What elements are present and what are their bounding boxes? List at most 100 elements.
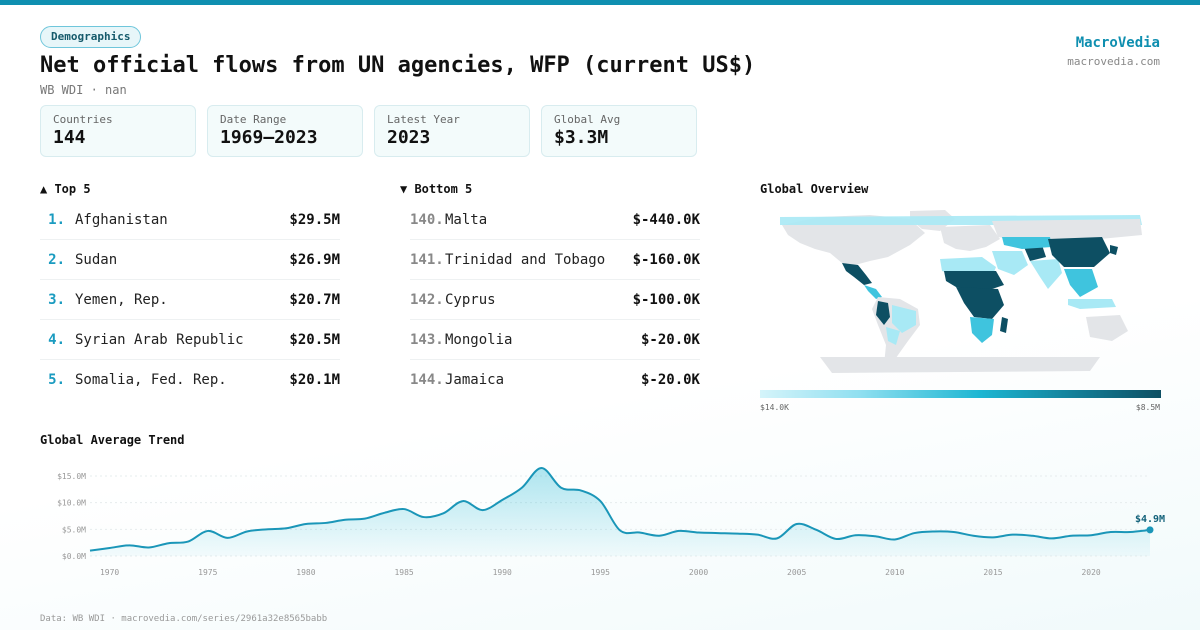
stat-card-date-range: Date Range 1969–2023 [207,105,363,157]
country-name: Malta [445,211,488,228]
map-heading: Global Overview [760,182,869,196]
rank-number: 3. [48,291,65,308]
brand-name[interactable]: MacroVedia [1075,35,1160,51]
map-mexico [842,263,872,285]
map-central-america [864,285,882,299]
top5-row[interactable]: 5. Somalia, Fed. Rep. $20.1M [40,360,340,400]
top5-list: 1. Afghanistan $29.5M 2. Sudan $26.9M 3.… [40,200,340,400]
map-middle-east [992,251,1028,275]
map-antarctica [820,357,1100,373]
top5-heading: ▲ Top 5 [40,182,91,196]
country-value: $20.1M [289,372,340,388]
map-north-america [782,215,925,265]
map-korea [1110,245,1118,255]
bottom5-row[interactable]: 142. Cyprus $-100.0K [410,280,700,320]
trend-area [90,468,1150,556]
rank-number: 142. [410,291,444,308]
y-tick-label: $10.0M [57,499,86,508]
rank-number: 141. [410,251,444,268]
country-name: Cyprus [445,291,496,308]
world-map-svg [780,210,1142,373]
map-southern-africa [970,317,994,343]
x-tick-label: 2005 [787,568,806,577]
trend-chart[interactable]: $0.0M $5.0M $10.0M $15.0M 1970 1975 1980 1985 1… [40,460,1170,585]
top-accent-bar [0,0,1200,5]
country-name: Afghanistan [75,211,168,228]
stat-value: $3.3M [554,127,609,148]
x-tick-label: 1975 [198,568,217,577]
rank-number: 1. [48,211,65,228]
rank-number: 143. [410,331,444,348]
map-legend-bar [760,390,1161,398]
y-tick-label: $15.0M [57,472,86,481]
bottom5-row[interactable]: 141. Trinidad and Tobago $-160.0K [410,240,700,280]
map-andes [876,301,890,325]
stat-label: Date Range [220,113,287,126]
country-name: Somalia, Fed. Rep. [75,372,227,388]
y-tick-label: $5.0M [62,525,86,534]
page-subtitle: WB WDI · nan [40,83,127,97]
country-name: Trinidad and Tobago [445,251,606,268]
top5-row[interactable]: 1. Afghanistan $29.5M [40,200,340,240]
trend-heading: Global Average Trend [40,433,185,447]
map-brazil [892,305,916,333]
country-value: $-160.0K [632,251,700,268]
top5-row[interactable]: 4. Syrian Arab Republic $20.5M [40,320,340,360]
map-paraguay [886,327,900,345]
country-value: $20.7M [289,291,340,308]
map-afghanistan [1024,245,1046,261]
map-central-asia [1002,237,1052,249]
map-south-asia [1030,259,1062,289]
top5-row[interactable]: 2. Sudan $26.9M [40,240,340,280]
stat-card-countries: Countries 144 [40,105,196,157]
legend-max-label: $8.5M [1135,403,1160,412]
bottom5-heading: ▼ Bottom 5 [400,182,473,196]
country-value: $-440.0K [632,211,700,228]
x-tick-label: 2020 [1081,568,1100,577]
map-australia [1086,315,1128,341]
stat-value: 2023 [387,127,431,148]
map-russia [992,219,1142,241]
rank-number: 5. [48,372,65,388]
country-name: Sudan [75,251,118,268]
country-name: Jamaica [445,372,505,388]
country-value: $-20.0K [640,372,700,388]
footer-source[interactable]: Data: WB WDI · macrovedia.com/series/296… [40,614,328,624]
stat-label: Latest Year [387,113,460,126]
bottom5-row[interactable]: 144. Jamaica $-20.0K [410,360,700,400]
stat-value: 144 [53,127,86,148]
stat-label: Global Avg [554,113,621,126]
x-tick-label: 1985 [394,568,413,577]
map-china [1048,237,1110,267]
country-name: Yemen, Rep. [75,291,168,308]
category-badge[interactable]: Demographics [40,26,142,48]
trend-last-value-label: $4.9M [1135,514,1165,525]
stat-card-latest-year: Latest Year 2023 [374,105,530,157]
map-central-africa [956,287,1004,319]
top5-row[interactable]: 3. Yemen, Rep. $20.7M [40,280,340,320]
map-sahel [944,271,1004,291]
country-name: Syrian Arab Republic [75,331,244,348]
trend-line [89,466,1151,552]
legend-min-label: $14.0K [760,403,789,412]
x-tick-label: 1980 [296,568,315,577]
rank-number: 144. [410,372,444,388]
map-southeast-asia [1064,269,1098,297]
country-value: $-100.0K [632,291,700,308]
rank-number: 140. [410,211,444,228]
rank-number: 2. [48,251,65,268]
map-europe [940,225,1000,251]
map-indonesia [1068,299,1116,309]
x-tick-label: 1995 [591,568,610,577]
country-value: $29.5M [289,211,340,228]
world-map[interactable] [760,205,1160,380]
bottom5-row[interactable]: 143. Mongolia $-20.0K [410,320,700,360]
map-madagascar [1000,317,1008,333]
bottom5-row[interactable]: 140. Malta $-440.0K [410,200,700,240]
stats-row: Countries 144 Date Range 1969–2023 Lates… [40,105,697,157]
stat-value: 1969–2023 [220,127,318,148]
brand-url[interactable]: macrovedia.com [1067,55,1160,68]
x-tick-label: 2010 [885,568,904,577]
brand: MacroVedia macrovedia.com [1067,35,1160,68]
country-name: Mongolia [445,331,513,348]
